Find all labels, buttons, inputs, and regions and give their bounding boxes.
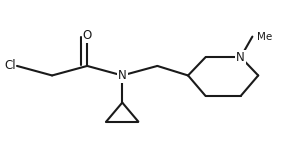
Text: Me: Me	[257, 32, 272, 42]
Text: N: N	[236, 51, 245, 64]
Text: Cl: Cl	[4, 59, 16, 72]
Text: O: O	[83, 29, 92, 42]
Text: N: N	[118, 69, 127, 82]
